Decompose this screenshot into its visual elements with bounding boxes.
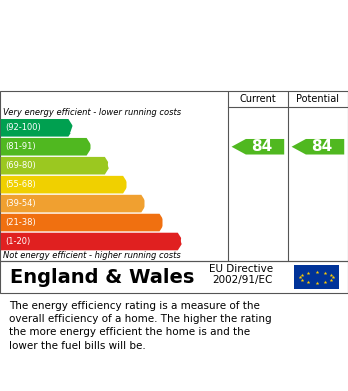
Text: Energy Efficiency Rating: Energy Efficiency Rating bbox=[9, 36, 238, 55]
Polygon shape bbox=[292, 139, 344, 154]
Text: The energy efficiency rating is a measure of the
overall efficiency of a home. T: The energy efficiency rating is a measur… bbox=[9, 301, 271, 351]
Text: (1-20): (1-20) bbox=[5, 237, 30, 246]
Text: 84: 84 bbox=[311, 139, 332, 154]
Text: (21-38): (21-38) bbox=[5, 218, 35, 227]
Text: (81-91): (81-91) bbox=[5, 142, 35, 151]
Text: B: B bbox=[88, 138, 101, 156]
Text: England & Wales: England & Wales bbox=[10, 268, 195, 287]
Text: D: D bbox=[125, 176, 138, 194]
Text: F: F bbox=[161, 213, 172, 231]
Text: EU Directive
2002/91/EC: EU Directive 2002/91/EC bbox=[209, 264, 273, 285]
Text: C: C bbox=[106, 157, 119, 175]
Polygon shape bbox=[1, 157, 110, 174]
Polygon shape bbox=[1, 233, 183, 250]
Polygon shape bbox=[231, 139, 284, 154]
Text: Not energy efficient - higher running costs: Not energy efficient - higher running co… bbox=[3, 251, 181, 260]
Text: 84: 84 bbox=[251, 139, 272, 154]
Polygon shape bbox=[1, 176, 129, 194]
Text: E: E bbox=[143, 195, 154, 213]
Text: Very energy efficient - lower running costs: Very energy efficient - lower running co… bbox=[3, 108, 182, 117]
Text: (55-68): (55-68) bbox=[5, 180, 35, 189]
Text: Current: Current bbox=[239, 94, 276, 104]
Polygon shape bbox=[1, 119, 74, 136]
Polygon shape bbox=[1, 138, 92, 156]
Text: G: G bbox=[179, 233, 193, 251]
Text: A: A bbox=[70, 119, 82, 137]
Text: (92-100): (92-100) bbox=[5, 123, 41, 132]
Text: (69-80): (69-80) bbox=[5, 161, 35, 170]
Bar bbox=[294, 265, 339, 289]
Polygon shape bbox=[1, 214, 165, 231]
Text: (39-54): (39-54) bbox=[5, 199, 35, 208]
Polygon shape bbox=[1, 195, 147, 212]
Text: Potential: Potential bbox=[296, 94, 339, 104]
